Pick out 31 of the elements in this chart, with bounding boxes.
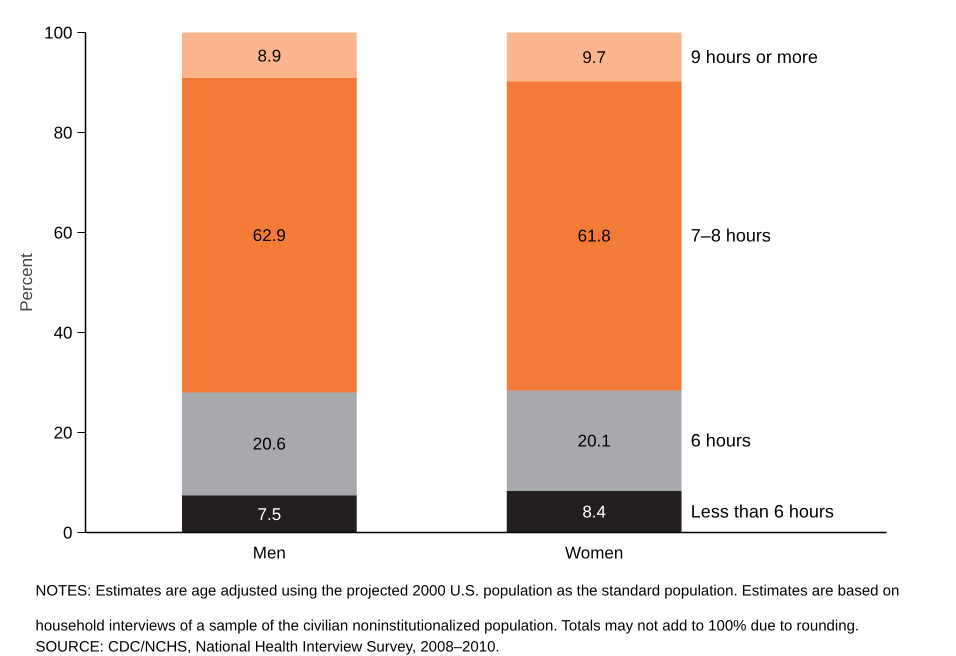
y-tick-label: 0 — [63, 524, 73, 542]
series-label: 9 hours or more — [690, 46, 818, 67]
data-label: 62.9 — [252, 226, 286, 245]
bar — [506, 80, 682, 390]
bar — [506, 390, 682, 491]
source-note: SOURCE: CDC/NCHS, National Health Interview Survey, 2008–2010. — [36, 638, 500, 656]
data-label: 8.9 — [258, 46, 282, 66]
y-tick-label: 40 — [54, 324, 73, 342]
y-axis-title: Percent — [17, 252, 36, 312]
y-tick-label: 60 — [54, 224, 73, 242]
data-label: 8.4 — [582, 502, 606, 522]
bar — [506, 490, 682, 532]
series-label: Less than 6 hours — [690, 502, 834, 522]
data-label: 61.8 — [578, 226, 611, 246]
bar — [182, 392, 357, 496]
data-label: 9.7 — [582, 48, 606, 67]
text: NOTES: Estimates are age adjusted using the projected 2000 U.S. population as the standard population. Estimates are based on household interviews of a sample of the civilian noninstitutionalized population. Totals may not add to 100% due to rounding. — [36, 582, 900, 634]
bar — [506, 32, 682, 82]
data-label: 20.1 — [578, 431, 611, 450]
y-tick-label: 100 — [44, 24, 73, 42]
y-tick-label: 20 — [54, 424, 73, 442]
bar — [182, 77, 357, 392]
series-label: 6 hours — [690, 430, 751, 450]
data-label: 7.5 — [258, 504, 282, 524]
y-tick-label: 80 — [54, 124, 73, 142]
x-tick-label: Men — [252, 544, 286, 562]
x-tick-label: Women — [565, 544, 624, 562]
bar — [182, 494, 357, 532]
series-label: 7–8 hours — [690, 226, 771, 246]
bar — [182, 32, 357, 78]
data-label: 20.6 — [252, 434, 286, 454]
